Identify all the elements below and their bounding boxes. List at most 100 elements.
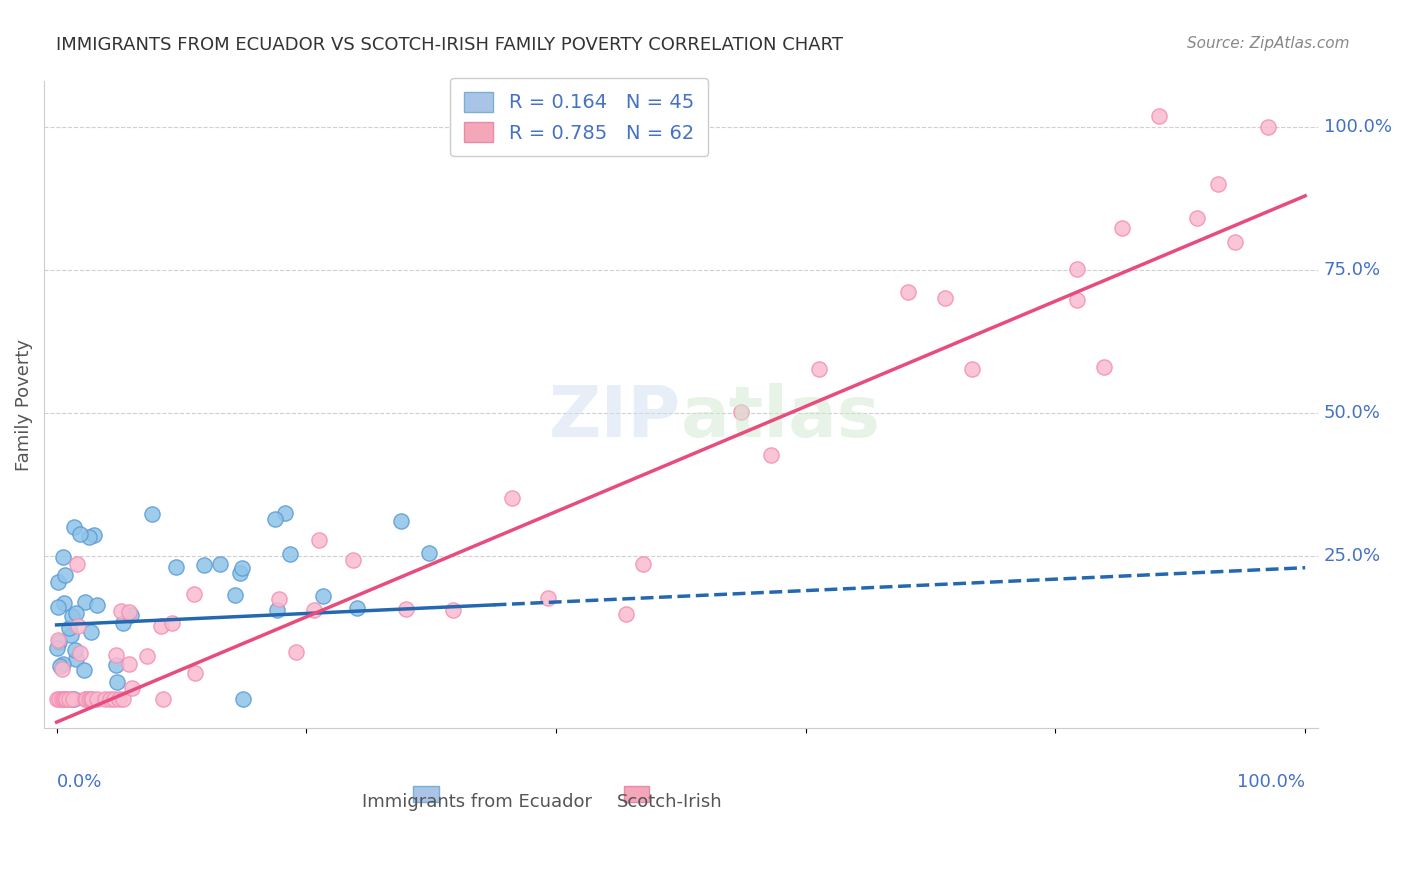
- Point: [152, 692, 174, 706]
- Point: [58, 621, 80, 635]
- Point: [118, 606, 141, 620]
- Point: [98, 692, 121, 706]
- Point: [55, 692, 77, 706]
- Point: [53, 596, 76, 610]
- Point: [65, 651, 87, 665]
- Point: [105, 674, 128, 689]
- Point: [48, 692, 70, 706]
- Text: 50.0%: 50.0%: [1324, 404, 1381, 422]
- Point: [418, 546, 440, 560]
- Point: [730, 405, 752, 419]
- Point: [184, 665, 207, 680]
- Point: [69, 646, 91, 660]
- Point: [274, 507, 297, 521]
- Point: [1092, 360, 1115, 375]
- Point: [224, 589, 246, 603]
- Point: [51, 662, 73, 676]
- Point: [150, 619, 173, 633]
- Point: [808, 362, 831, 376]
- Point: [160, 616, 183, 631]
- Point: [53, 568, 76, 582]
- Point: [135, 648, 157, 663]
- Point: [208, 558, 231, 572]
- Point: [105, 648, 128, 662]
- Point: [118, 657, 141, 672]
- Text: 100.0%: 100.0%: [1324, 119, 1392, 136]
- Point: [60, 609, 83, 624]
- Point: [105, 657, 128, 672]
- Point: [231, 561, 253, 575]
- Point: [46, 641, 69, 656]
- Point: [63, 643, 86, 657]
- Text: 25.0%: 25.0%: [1324, 548, 1381, 566]
- Point: [346, 601, 368, 615]
- Point: [141, 507, 163, 521]
- Point: [232, 692, 254, 706]
- Point: [63, 519, 86, 533]
- Point: [342, 553, 364, 567]
- Point: [80, 692, 103, 706]
- Point: [108, 692, 131, 706]
- Point: [1066, 293, 1088, 307]
- Point: [121, 681, 143, 695]
- Point: [312, 589, 335, 603]
- Point: [112, 615, 135, 630]
- Point: [75, 692, 97, 706]
- Point: [52, 692, 75, 706]
- Point: [48, 574, 70, 589]
- Point: [934, 291, 956, 305]
- Point: [1223, 235, 1246, 249]
- Point: [1111, 220, 1133, 235]
- Point: [1257, 120, 1279, 135]
- Point: [58, 692, 80, 706]
- Text: Source: ZipAtlas.com: Source: ZipAtlas.com: [1187, 36, 1350, 51]
- Bar: [624, 786, 650, 802]
- Point: [46, 632, 69, 647]
- Point: [66, 557, 89, 571]
- Text: Scotch-Irish: Scotch-Irish: [617, 792, 723, 811]
- Point: [48, 635, 70, 649]
- Point: [46, 599, 69, 614]
- Text: 0.0%: 0.0%: [56, 773, 103, 791]
- Point: [65, 606, 87, 620]
- Point: [80, 692, 103, 706]
- Point: [501, 491, 523, 505]
- Point: [52, 549, 75, 564]
- Point: [77, 530, 100, 544]
- Point: [52, 657, 75, 672]
- Text: ZIP: ZIP: [548, 383, 681, 452]
- Legend: R = 0.164   N = 45, R = 0.785   N = 62: R = 0.164 N = 45, R = 0.785 N = 62: [450, 78, 707, 156]
- Y-axis label: Family Poverty: Family Poverty: [15, 339, 32, 471]
- Bar: [413, 786, 439, 802]
- Point: [63, 692, 86, 706]
- Point: [111, 692, 134, 706]
- Point: [278, 547, 301, 561]
- Point: [49, 659, 72, 673]
- Point: [103, 692, 125, 706]
- Point: [60, 692, 83, 706]
- Point: [1206, 177, 1229, 191]
- Point: [52, 692, 75, 706]
- Point: [1066, 261, 1088, 276]
- Point: [75, 692, 97, 706]
- Point: [69, 527, 91, 541]
- Point: [1147, 109, 1170, 123]
- Point: [86, 692, 108, 706]
- Point: [759, 448, 782, 462]
- Text: atlas: atlas: [681, 383, 880, 452]
- Point: [389, 514, 412, 528]
- Point: [394, 602, 416, 616]
- Point: [229, 566, 252, 581]
- Point: [62, 692, 84, 706]
- Point: [614, 607, 637, 622]
- Point: [308, 533, 330, 547]
- Point: [80, 625, 103, 640]
- Point: [94, 692, 117, 706]
- Point: [183, 587, 205, 601]
- Point: [897, 285, 920, 300]
- Point: [960, 361, 983, 376]
- Point: [77, 692, 100, 706]
- Text: IMMIGRANTS FROM ECUADOR VS SCOTCH-IRISH FAMILY POVERTY CORRELATION CHART: IMMIGRANTS FROM ECUADOR VS SCOTCH-IRISH …: [56, 36, 844, 54]
- Point: [83, 528, 105, 542]
- Point: [60, 628, 83, 642]
